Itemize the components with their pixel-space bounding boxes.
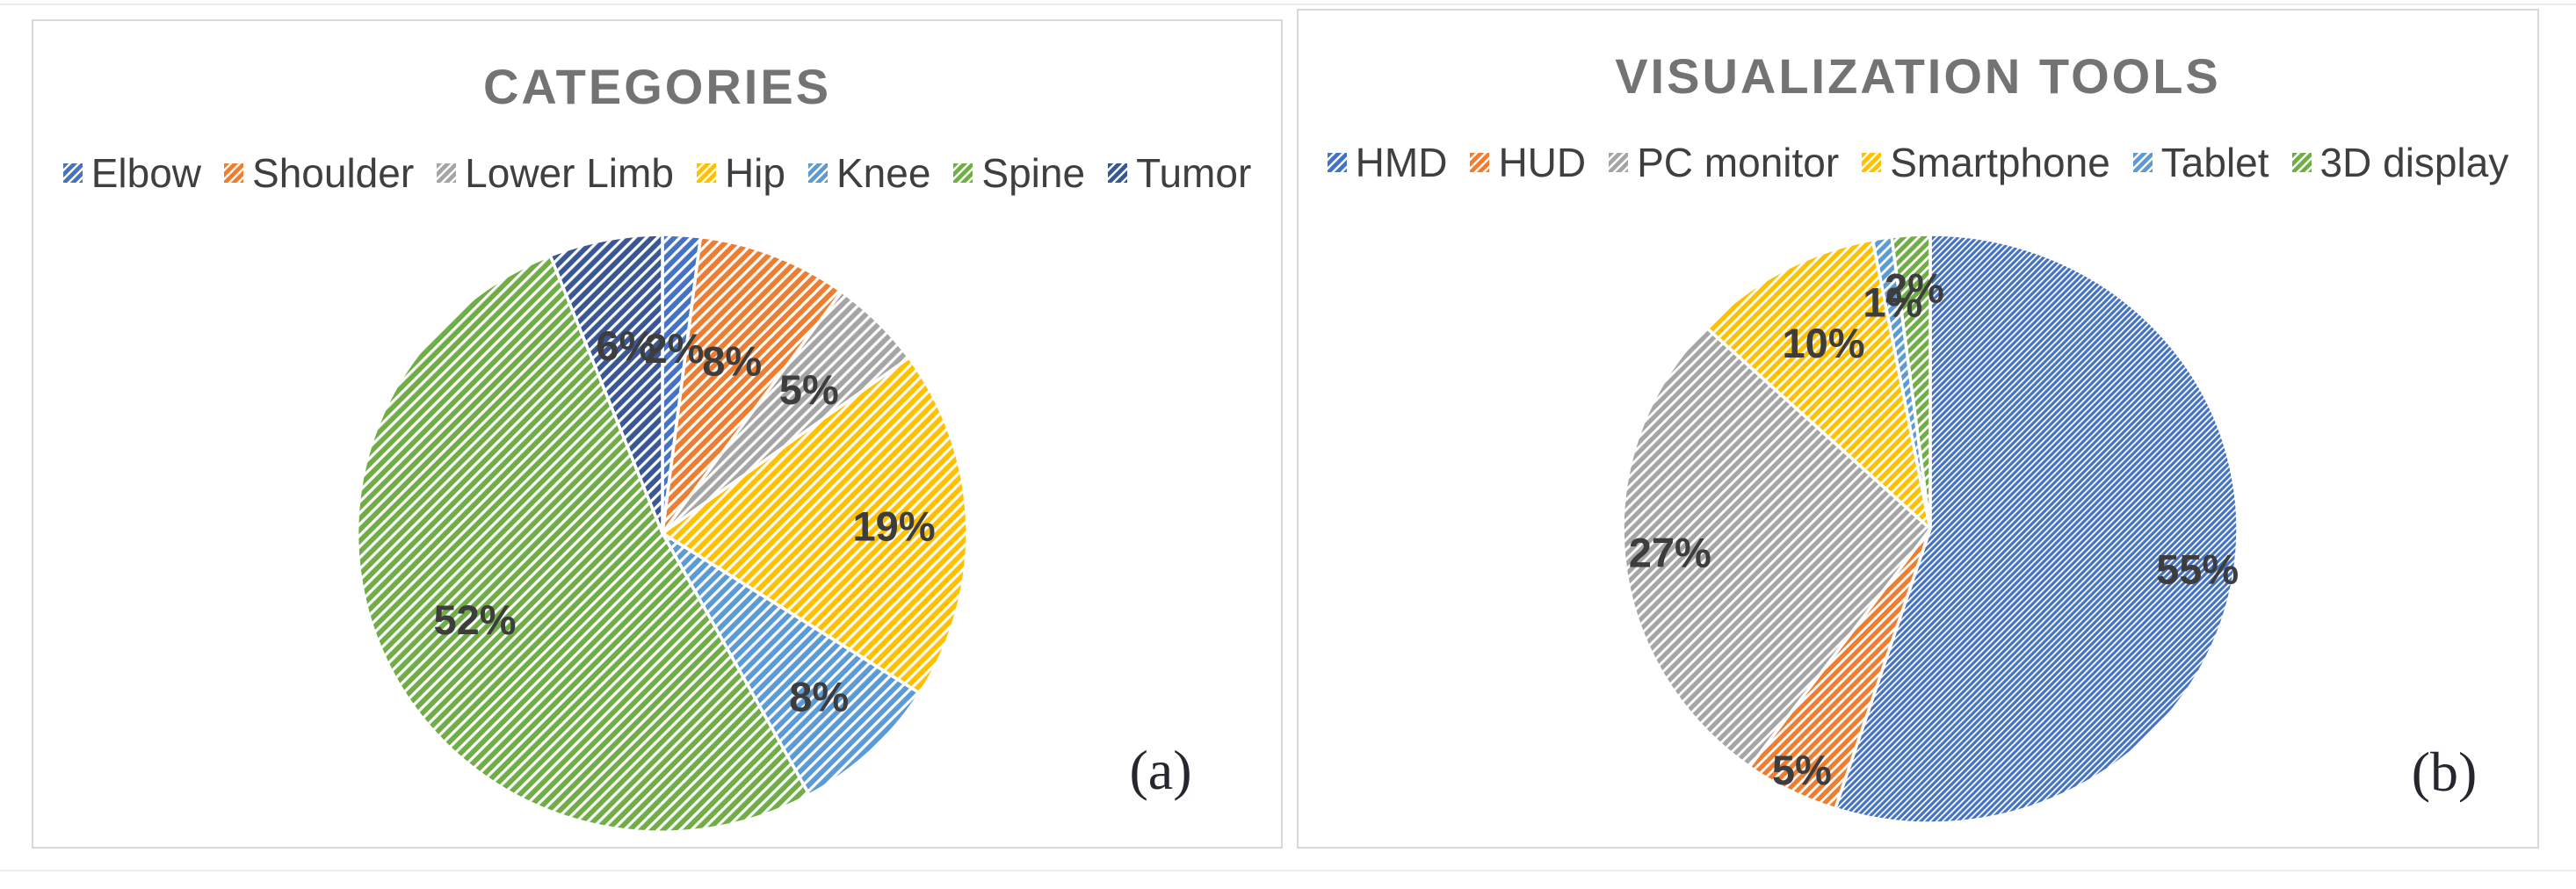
pie-slice-spine — [355, 254, 811, 834]
slice-label-tumor: 6% — [596, 322, 655, 369]
chart-title: CATEGORIES — [482, 59, 832, 114]
legend-swatch-icon — [1862, 153, 1882, 172]
legend-item-3d-display: 3D display — [2291, 139, 2509, 186]
page-top-rule — [0, 4, 2576, 5]
legend-swatch-icon — [807, 163, 828, 183]
legend-label: Smartphone — [1890, 140, 2110, 185]
legend-swatch-icon — [1470, 153, 1490, 172]
legend-label: Lower Limb — [465, 150, 674, 196]
legend-swatch-icon — [696, 163, 716, 183]
legend-item-pc-monitor: PC monitor — [1609, 139, 1839, 186]
legend-label: Shoulder — [252, 150, 415, 196]
legend-label: HMD — [1355, 140, 1448, 185]
pie-slice-shoulder — [661, 235, 843, 535]
legend-swatch-icon — [2132, 153, 2153, 172]
slice-label-smartphone: 10% — [1783, 320, 1865, 366]
page-bottom-rule — [0, 870, 2576, 871]
pie-chart-visualization-tools: 55% 5% 27% 10%1%2% — [1621, 233, 2240, 825]
pie-slice-hip — [661, 356, 969, 695]
slice-label-lower-limb: 5% — [779, 366, 839, 413]
legend-item-tumor: Tumor — [1108, 149, 1251, 197]
slice-label-hip: 19% — [853, 502, 936, 549]
slice-label-hmd: 55% — [2156, 546, 2239, 593]
legend-item-shoulder: Shoulder — [224, 149, 414, 197]
slice-label-3d-display: 2% — [1885, 264, 1944, 311]
pie-slice-knee — [661, 531, 922, 797]
legend-label: Hip — [724, 150, 785, 196]
legend-label: Spine — [981, 150, 1086, 196]
slice-label-spine: 52% — [433, 596, 516, 643]
slice-label-pc-monitor: 27% — [1629, 529, 1711, 575]
slice-label-hud: 5% — [1772, 747, 1832, 793]
legend-label: HUD — [1498, 140, 1587, 185]
pie-slice-pc-monitor — [1621, 325, 1932, 769]
legend-item-elbow: Elbow — [62, 149, 202, 197]
legend-label: Knee — [836, 150, 931, 196]
legend-swatch-icon — [953, 163, 973, 183]
legend: Elbow Shoulder Lower Limb Hip Knee Spine Tumor — [33, 149, 1281, 197]
legend-swatch-icon — [1108, 163, 1128, 183]
legend-item-hmd: HMD — [1327, 139, 1448, 186]
chart-panel-visualization-tools: VISUALIZATION TOOLS HMD HUD PC monitor Smar… — [1297, 9, 2539, 849]
legend-label: 3D display — [2319, 140, 2509, 185]
legend-item-spine: Spine — [953, 149, 1085, 197]
slice-label-shoulder: 8% — [702, 337, 762, 384]
legend-item-tablet: Tablet — [2132, 139, 2269, 186]
legend-item-smartphone: Smartphone — [1862, 139, 2110, 186]
subfigure-caption-b: (b) — [2411, 741, 2478, 803]
legend: HMD HUD PC monitor Smartphone Tablet 3D displ… — [1299, 139, 2537, 186]
legend-swatch-icon — [62, 163, 83, 183]
legend-label: Elbow — [90, 150, 202, 196]
legend-swatch-icon — [1327, 153, 1347, 172]
legend-item-knee: Knee — [807, 149, 931, 197]
legend-swatch-icon — [437, 163, 457, 183]
legend-swatch-icon — [2291, 153, 2312, 172]
legend-item-hud: HUD — [1470, 139, 1586, 186]
pie-slice-tumor — [548, 233, 664, 535]
pie-slice-3d-display — [1890, 233, 1932, 531]
legend-item-hip: Hip — [696, 149, 785, 197]
legend-swatch-icon — [1609, 153, 1629, 172]
legend-label: Tumor — [1136, 150, 1252, 196]
slice-label-knee: 8% — [789, 673, 849, 719]
chart-panel-categories: CATEGORIES Elbow Shoulder Lower Limb Hip Kne… — [32, 19, 1283, 849]
slice-label-tablet: 1% — [1863, 278, 1922, 325]
pie-slice-hmd — [1834, 233, 2240, 825]
legend-label: Tablet — [2160, 140, 2269, 185]
legend-item-lower-limb: Lower Limb — [437, 149, 674, 197]
pie-chart-categories: 2%8%5%19%8%52%6% — [355, 233, 969, 834]
slice-label-elbow: 2% — [645, 325, 705, 372]
pie-slice-smartphone — [1704, 238, 1932, 531]
legend-swatch-icon — [224, 163, 244, 183]
subfigure-caption-a: (a) — [1129, 739, 1192, 801]
legend-label: PC monitor — [1637, 140, 1840, 185]
chart-title: VISUALIZATION TOOLS — [1615, 48, 2221, 104]
